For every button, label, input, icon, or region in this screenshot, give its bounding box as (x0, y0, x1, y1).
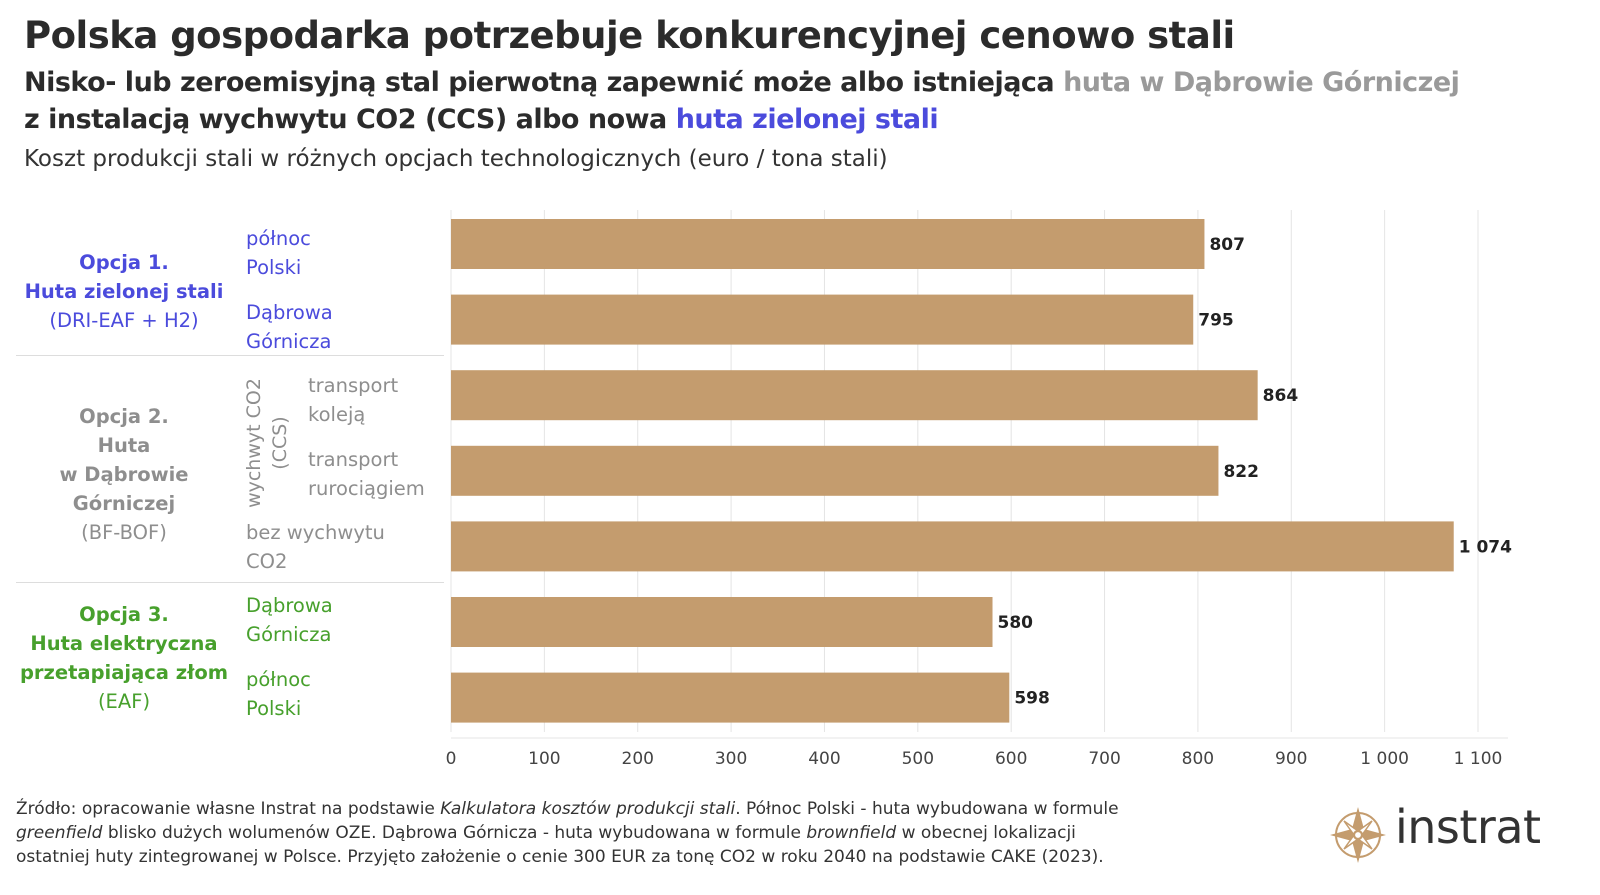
chart-caption: Koszt produkcji stali w różnych opcjach … (24, 146, 888, 172)
group-option-2: Opcja 2. Huta w Dąbrowie Górniczej (BF-B… (16, 402, 232, 547)
row-label-line-2: Górnicza (246, 623, 332, 646)
bar (451, 597, 993, 647)
row-label-line-2: Górnicza (246, 330, 332, 353)
source-brownfield: brownfield (806, 823, 897, 843)
source-text: ostatniej huty zintegrowanej w Polsce. P… (16, 847, 1104, 867)
group-option-1: Opcja 1. Huta zielonej stali (DRI-EAF + … (16, 248, 232, 335)
option-3-title: Opcja 3. (79, 603, 169, 626)
source-text: Źródło: opracowanie własne Instrat na po… (16, 799, 441, 819)
option-2-title: Opcja 2. (79, 405, 169, 428)
option-1-title: Opcja 1. (79, 251, 169, 274)
row-label-opt1-dabrowa: Dąbrowa Górnicza (246, 298, 333, 356)
data-label: 1 074 (1459, 537, 1512, 557)
x-tick-label: 600 (995, 749, 1027, 769)
group-option-3: Opcja 3. Huta elektryczna przetapiająca … (16, 600, 232, 716)
x-tick-label: 700 (1088, 749, 1120, 769)
row-label-line-1: transport (308, 374, 399, 397)
x-tick-label: 800 (1182, 749, 1214, 769)
compass-star-icon (1330, 807, 1386, 863)
bar (451, 294, 1194, 345)
bar (451, 445, 1219, 496)
subtitle-text-1: Nisko- lub zeroemisyjną stal pierwotną z… (24, 67, 1064, 98)
x-tick-label: 100 (528, 749, 560, 769)
data-label: 580 (998, 613, 1034, 633)
x-tick-label: 200 (622, 749, 654, 769)
option-2-name-1: Huta (97, 434, 151, 457)
bar (451, 219, 1205, 269)
row-label-opt2-no-ccs: bez wychwytu CO2 (246, 518, 385, 576)
group-divider (16, 582, 444, 583)
data-label: 864 (1263, 386, 1299, 406)
source-text: w obecnej lokalizacji (896, 823, 1076, 843)
row-label-line-2: Polski (246, 256, 302, 279)
subtitle-highlight-green-steel: huta zielonej stali (675, 104, 939, 135)
x-tick-label: 1 000 (1360, 749, 1409, 769)
x-tick-label: 0 (446, 749, 457, 769)
x-tick-label: 900 (1275, 749, 1307, 769)
row-label-opt1-north: północ Polski (246, 224, 311, 282)
row-label-line-1: Dąbrowa (246, 594, 333, 617)
source-text: . Północ Polski - huta wybudowana w form… (735, 799, 1119, 819)
row-label-line-2: rurociągiem (308, 477, 425, 500)
row-label-line-2: CO2 (246, 550, 288, 573)
option-2-name-2: w Dąbrowie (59, 463, 189, 486)
ccs-vertical-label: wychwyt CO2 (CCS) (243, 378, 291, 508)
page-subtitle: Nisko- lub zeroemisyjną stal pierwotną z… (24, 64, 1460, 138)
subtitle-highlight-dabrowa: huta w Dąbrowie Górniczej (1063, 67, 1460, 98)
ccs-label-line-2: (CCS) (269, 416, 291, 469)
row-label-line-2: Polski (246, 697, 302, 720)
data-label: 795 (1198, 311, 1234, 331)
source-calculator-name: Kalkulatora kosztów produkcji stali (440, 799, 736, 819)
option-2-name-3: Górniczej (72, 492, 176, 515)
row-label-line-2: koleją (308, 403, 366, 426)
option-2-tech: (BF-BOF) (81, 521, 167, 544)
data-label: 822 (1223, 462, 1259, 482)
option-3-tech: (EAF) (97, 690, 151, 713)
data-label: 598 (1014, 689, 1050, 709)
row-label-line-1: bez wychwytu (246, 521, 385, 544)
source-text: blisko dużych wolumenów OZE. Dąbrowa Gór… (102, 823, 807, 843)
ccs-label-line-1: wychwyt CO2 (243, 378, 265, 508)
x-tick-label: 500 (902, 749, 934, 769)
instrat-logo (1330, 807, 1386, 863)
instrat-logo-text: instrat (1395, 800, 1541, 854)
source-note: Źródło: opracowanie własne Instrat na po… (16, 797, 1119, 869)
x-tick-label: 400 (808, 749, 840, 769)
group-divider (16, 355, 444, 356)
x-tick-label: 300 (715, 749, 747, 769)
row-label-line-1: północ (246, 227, 311, 250)
option-3-name-2: przetapiająca złom (19, 661, 229, 684)
row-label-opt3-north: północ Polski (246, 665, 311, 723)
row-label-opt2-rail: transport koleją (308, 371, 398, 429)
row-label-line-1: Dąbrowa (246, 301, 333, 324)
x-tick-label: 1 100 (1454, 749, 1503, 769)
bar (451, 370, 1258, 421)
row-label-opt3-dabrowa: Dąbrowa Górnicza (246, 591, 333, 649)
option-1-name: Huta zielonej stali (24, 280, 224, 303)
data-label: 807 (1209, 235, 1245, 255)
option-3-name-1: Huta elektryczna (30, 632, 218, 655)
page-title: Polska gospodarka potrzebuje konkurencyj… (24, 14, 1235, 57)
option-1-tech: (DRI-EAF + H2) (49, 309, 199, 332)
subtitle-text-2: z instalacją wychwytu CO2 (CCS) albo now… (24, 104, 676, 135)
source-greenfield: greenfield (16, 823, 103, 843)
bar (451, 672, 1010, 723)
row-label-opt2-pipeline: transport rurociągiem (308, 445, 425, 503)
row-label-line-1: północ (246, 668, 311, 691)
row-label-line-1: transport (308, 448, 399, 471)
bar (451, 521, 1454, 572)
